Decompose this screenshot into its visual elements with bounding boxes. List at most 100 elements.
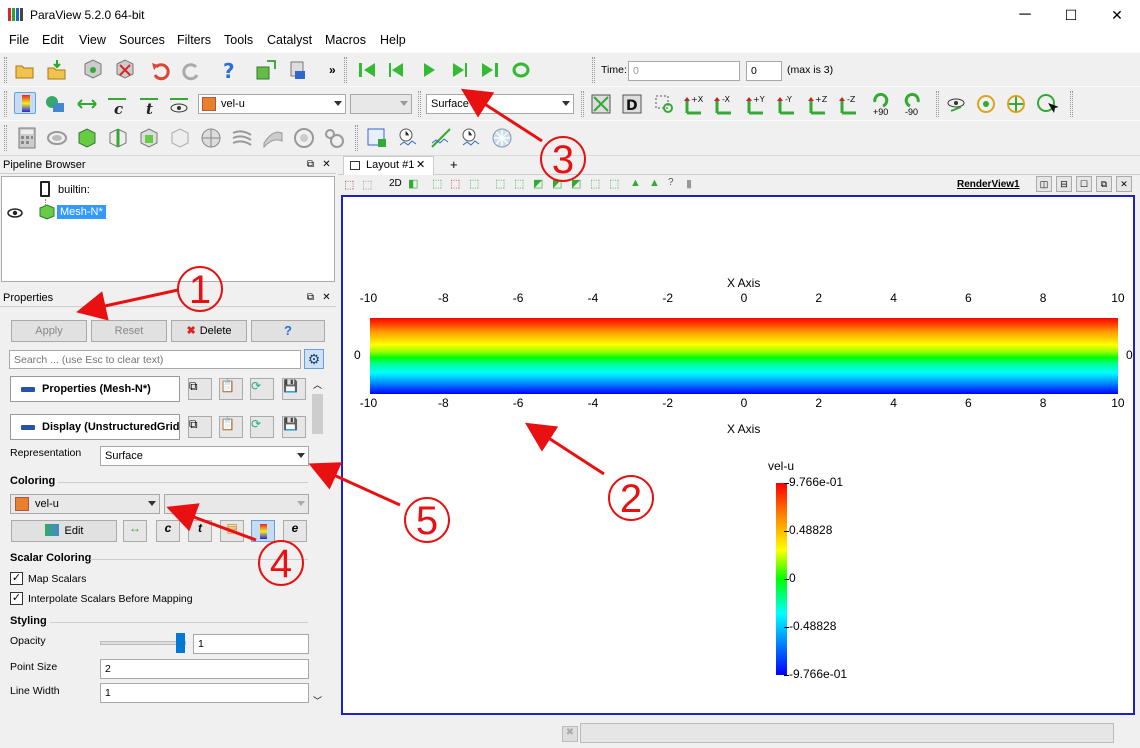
open-file-icon[interactable] xyxy=(14,59,36,81)
loop-icon[interactable] xyxy=(510,59,532,81)
disconnect-icon[interactable] xyxy=(114,59,136,81)
plot-selection-icon[interactable]: ▲ xyxy=(649,177,660,189)
properties-scrollbar[interactable]: ︿ ﹀ xyxy=(310,376,325,708)
delete-button[interactable]: ✖ Delete xyxy=(171,320,247,342)
menu-edit[interactable]: Edit xyxy=(42,33,64,47)
plot-over-time-icon[interactable] xyxy=(398,127,420,149)
edit-color-map-icon[interactable] xyxy=(44,93,66,115)
interpolate-scalars-checkbox[interactable]: ✓ xyxy=(10,592,23,605)
opacity-slider-handle[interactable] xyxy=(176,633,185,653)
slice-icon[interactable] xyxy=(107,127,129,149)
render-view[interactable]: X Axis X Axis -10 -8 -6 -4 -2 0 2 4 6 8 10 -10 -8 -6… xyxy=(341,195,1135,715)
scrollbar-thumb[interactable] xyxy=(312,394,323,434)
zoom-to-data-icon[interactable]: D xyxy=(621,93,643,115)
undo-icon[interactable] xyxy=(150,59,172,81)
python-shell-icon[interactable] xyxy=(255,59,277,81)
view-plus-z-icon[interactable]: +Z xyxy=(807,93,829,115)
toggle-color-legend-icon[interactable] xyxy=(251,520,275,542)
menu-filters[interactable]: Filters xyxy=(177,33,212,47)
layout-tab[interactable]: Layout #1 ✕ xyxy=(343,156,434,175)
save-defaults-icon[interactable]: 💾 xyxy=(282,378,306,400)
close-panel-icon[interactable]: ✕ xyxy=(322,292,331,303)
close-view-icon[interactable]: ✕ xyxy=(1116,176,1132,192)
group-datasets-icon[interactable] xyxy=(293,127,315,149)
close-panel-icon[interactable]: ✕ xyxy=(322,159,331,170)
line-width-input[interactable]: 1 xyxy=(100,683,309,703)
eye-icon[interactable] xyxy=(7,207,23,219)
rescale-visible-icon[interactable]: e xyxy=(283,520,307,542)
color-array-select[interactable]: vel-u xyxy=(198,94,346,114)
calculator-icon[interactable] xyxy=(16,127,38,149)
rescale-temporal-icon[interactable]: t xyxy=(138,93,160,118)
display-section-button[interactable]: Display (UnstructuredGrid) xyxy=(10,414,180,440)
apply-button[interactable]: Apply xyxy=(11,320,87,342)
menu-macros[interactable]: Macros xyxy=(325,33,366,47)
scroll-down-icon[interactable]: ﹀ xyxy=(313,696,323,706)
menu-view[interactable]: View xyxy=(79,33,106,47)
split-vertical-icon[interactable]: ⊟ xyxy=(1056,176,1072,192)
restore-defaults-icon[interactable]: ⟳ xyxy=(250,378,274,400)
zoom-to-box-icon[interactable] xyxy=(653,93,675,115)
pipeline-root[interactable]: builtin: xyxy=(58,184,90,196)
select-cells-icon[interactable] xyxy=(366,127,388,149)
select-frustum-cells-icon[interactable]: ⬚ xyxy=(469,178,480,190)
representation-select[interactable]: Surface xyxy=(100,446,309,466)
extract-subset-icon[interactable] xyxy=(169,127,191,149)
undock-icon[interactable]: ⧉ xyxy=(306,159,315,170)
help-icon[interactable]: ? xyxy=(218,59,240,83)
properties-section-button[interactable]: Properties (Mesh-N*) xyxy=(10,376,180,402)
rotate-plus-90-icon[interactable]: +90 xyxy=(869,90,895,120)
minimize-button[interactable]: ─ xyxy=(1019,6,1031,23)
coloring-array-select[interactable]: vel-u xyxy=(10,494,160,514)
show-center-icon[interactable] xyxy=(945,93,967,115)
maximize-button[interactable]: ☐ xyxy=(1064,7,1078,23)
add-layout-tab[interactable]: + xyxy=(450,157,458,172)
threshold-icon[interactable] xyxy=(138,127,160,149)
query-selection-icon[interactable]: ? xyxy=(668,177,674,188)
rescale-range-icon[interactable] xyxy=(76,93,98,115)
view-mode-toggle[interactable]: 2D xyxy=(389,178,402,189)
shrink-selection-icon[interactable]: ⬚ xyxy=(609,178,620,190)
time-field[interactable]: 0 xyxy=(628,61,740,81)
split-horizontal-icon[interactable]: ◫ xyxy=(1036,176,1052,192)
rescale-range-icon[interactable]: ↔ xyxy=(123,520,147,542)
rescale-custom-icon[interactable]: c xyxy=(106,93,128,118)
warp-by-vector-icon[interactable] xyxy=(262,127,284,149)
menu-tools[interactable]: Tools xyxy=(224,33,254,47)
plot-over-line-icon[interactable] xyxy=(430,127,452,149)
lock-view-icon[interactable]: ⬚ xyxy=(362,179,373,191)
undock-icon[interactable]: ⧉ xyxy=(306,292,315,303)
view-plus-x-icon[interactable]: +X xyxy=(683,93,705,115)
last-frame-icon[interactable] xyxy=(479,59,501,81)
select-block-icon[interactable]: ⬚ xyxy=(495,178,506,190)
component-select[interactable] xyxy=(350,94,412,114)
time-index-spinner[interactable]: 0 xyxy=(746,61,782,81)
clip-icon[interactable] xyxy=(76,127,98,149)
map-scalars-checkbox[interactable]: ✓ xyxy=(10,572,23,585)
toggle-color-legend-icon[interactable] xyxy=(14,92,36,114)
paste-icon[interactable]: 📋 xyxy=(219,416,243,438)
point-size-input[interactable]: 2 xyxy=(100,659,309,679)
reset-center-icon[interactable] xyxy=(975,93,997,115)
menu-sources[interactable]: Sources xyxy=(119,33,165,47)
first-frame-icon[interactable] xyxy=(356,59,378,81)
glyph-icon[interactable] xyxy=(200,127,222,149)
find-data-icon[interactable] xyxy=(491,127,513,149)
menu-help[interactable]: Help xyxy=(380,33,406,47)
select-polygon-icon[interactable]: ⬚ xyxy=(514,178,525,190)
advanced-settings-icon[interactable]: ⚙ xyxy=(304,349,324,369)
capture-icon[interactable]: ⬚ xyxy=(344,179,355,191)
extract-selection-icon[interactable]: ▲ xyxy=(630,177,641,189)
stream-tracer-icon[interactable] xyxy=(231,127,253,149)
close-tab-icon[interactable]: ✕ xyxy=(416,159,426,171)
restore-view-icon[interactable]: ⧉ xyxy=(1096,176,1112,192)
copy-icon[interactable]: ⧉ xyxy=(188,416,212,438)
next-frame-icon[interactable] xyxy=(448,59,470,81)
play-icon[interactable] xyxy=(418,59,440,81)
pipeline-item-mesh[interactable]: Mesh-N* xyxy=(57,205,106,219)
reset-camera-icon[interactable] xyxy=(590,93,612,115)
view-minus-z-icon[interactable]: -Z xyxy=(838,93,860,115)
stop-icon[interactable]: ✖ xyxy=(562,726,578,742)
select-surface-points-icon[interactable]: ⬚ xyxy=(450,178,461,190)
hover-points-icon[interactable]: ◩ xyxy=(552,178,563,190)
